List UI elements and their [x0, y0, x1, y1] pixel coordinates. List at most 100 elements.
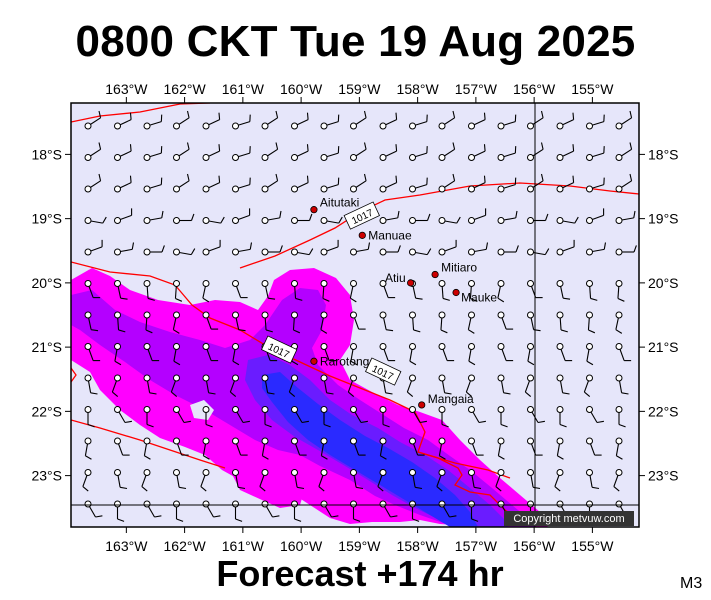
wind-barb [556, 216, 579, 224]
rain-light-hole [190, 400, 214, 420]
island-atiu: Atiu [385, 271, 415, 287]
wind-barb [84, 311, 99, 332]
wind-barb [84, 110, 102, 130]
lon-label-top: 159°W [338, 81, 381, 97]
wind-barb [143, 343, 160, 362]
wind-barbs [82, 110, 637, 522]
lat-label-left: 19°S [31, 211, 62, 227]
wind-barb [467, 311, 475, 334]
lat-label-right: 22°S [648, 403, 679, 419]
island-label: Manuae [368, 228, 412, 242]
wind-barb [527, 248, 550, 256]
wind-barb [84, 406, 95, 428]
wind-barb [379, 112, 398, 130]
lon-label-bottom: 161°W [222, 538, 265, 554]
wind-barb [497, 210, 518, 224]
island-marker [310, 357, 318, 365]
wind-barb [556, 144, 575, 161]
wind-barb [350, 142, 367, 161]
isobar-line-lower [71, 261, 521, 521]
island-marker [310, 206, 318, 214]
wind-barb [320, 437, 328, 460]
wind-barb [261, 142, 279, 161]
wind-barb [556, 374, 570, 395]
wind-barb [497, 374, 511, 395]
wind-barb [438, 142, 456, 161]
wind-barb [438, 343, 455, 362]
wind-barb [114, 311, 126, 333]
wind-barb [232, 280, 248, 299]
wind-barb [111, 374, 121, 398]
wind-barb [349, 280, 357, 303]
wind-barb [84, 343, 101, 362]
wind-barb [409, 311, 421, 333]
wind-barb [350, 173, 367, 193]
wind-barb [586, 114, 605, 130]
wind-barb [379, 280, 396, 299]
lon-label-bottom: 155°W [571, 538, 614, 554]
wind-barb [320, 311, 328, 334]
wind-barb [114, 343, 122, 366]
wind-barb [202, 239, 221, 256]
wind-barb [320, 343, 337, 362]
wind-barb [232, 242, 253, 256]
island-marker [452, 288, 460, 297]
wind-barb [143, 311, 153, 334]
lon-label-bottom: 160°W [280, 538, 323, 554]
wind-barb [586, 343, 594, 366]
wind-barb [173, 142, 190, 161]
model-label: M3 [680, 575, 703, 592]
wind-barb [114, 175, 132, 193]
wind-barb [261, 210, 282, 224]
wind-barb [556, 311, 568, 333]
lon-label-top: 162°W [164, 81, 207, 97]
wind-barb [261, 173, 279, 193]
wind-barb [200, 469, 210, 492]
wind-barb [583, 374, 593, 398]
wind-barb [202, 280, 210, 303]
wind-barb [320, 239, 339, 256]
wind-barb [291, 469, 305, 490]
wind-barb [527, 173, 544, 193]
wind-barb [261, 245, 283, 256]
wind-barb [173, 437, 189, 456]
wind-barb [497, 245, 519, 256]
wind-barb [143, 114, 163, 130]
wind-barb [291, 213, 313, 224]
wind-barb [173, 110, 190, 130]
isobar-line-west [71, 367, 77, 383]
wind-barb [497, 146, 517, 161]
wind-barb [438, 311, 448, 334]
wind-barb [556, 239, 575, 256]
wind-barb [377, 469, 387, 492]
island-aitutaki: Aitutaki [310, 196, 359, 214]
wind-barb [114, 280, 128, 300]
wind-barb [114, 437, 130, 456]
wind-barb [438, 110, 456, 130]
wind-barb [586, 311, 596, 334]
wind-barb [436, 469, 446, 492]
wind-barb [379, 210, 400, 224]
wind-barb [320, 216, 343, 224]
wind-barb [468, 280, 478, 302]
wind-barb [288, 374, 298, 398]
wind-barb [143, 177, 163, 193]
wind-barb [114, 406, 132, 424]
lon-label-bottom: 163°W [105, 538, 148, 554]
wind-barb [291, 175, 309, 193]
wind-barb [409, 469, 423, 490]
lon-label-bottom: 162°W [164, 538, 207, 554]
wind-barb [291, 248, 314, 256]
wind-barb [232, 406, 250, 424]
wind-barb [527, 142, 544, 161]
wind-barb [320, 280, 330, 302]
wind-barb [261, 437, 269, 460]
wind-barb [320, 177, 340, 193]
wind-barb [291, 311, 301, 334]
wind-barb [497, 280, 505, 303]
wind-barb [409, 213, 431, 224]
wind-barb [82, 469, 92, 492]
wind-barb [114, 144, 132, 161]
wind-barb [468, 144, 486, 161]
island-label: Rarotonga [320, 354, 376, 368]
